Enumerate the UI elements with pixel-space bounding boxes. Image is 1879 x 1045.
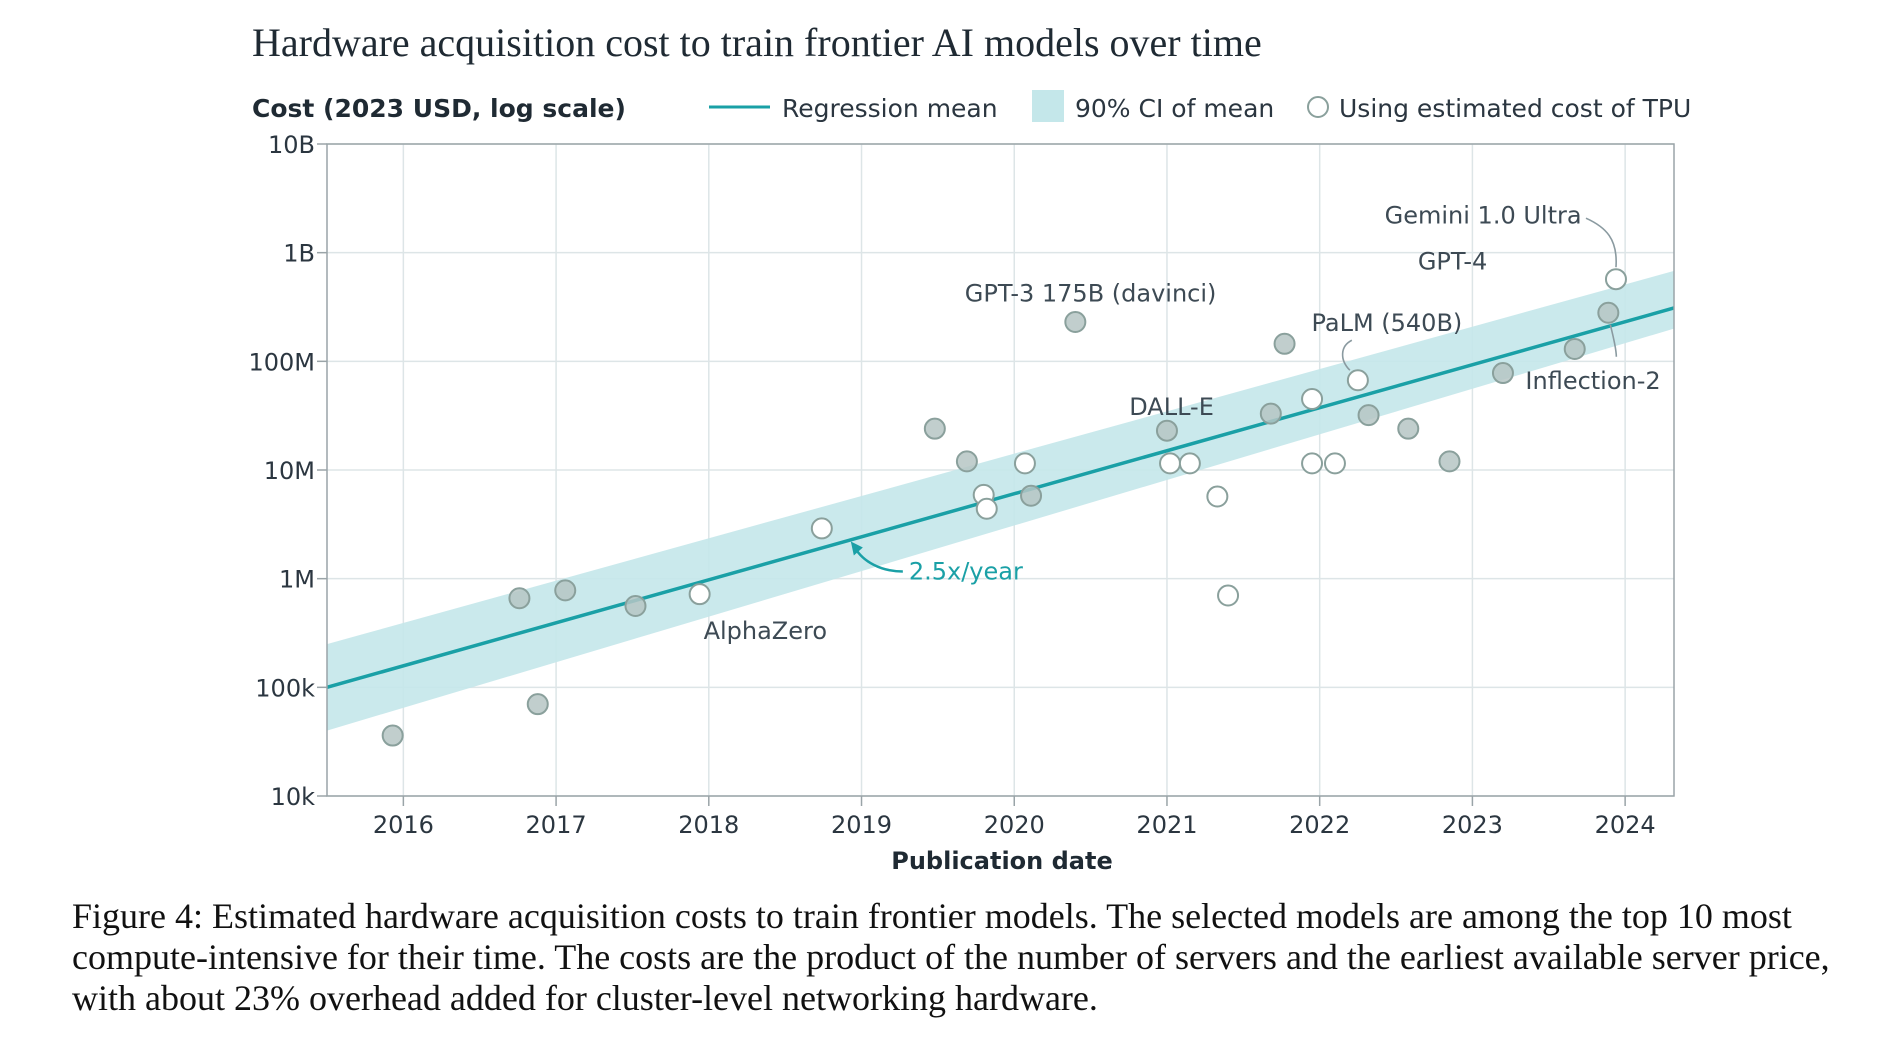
legend-tpu-swatch [1307, 96, 1329, 118]
tpu-estimate-point [1323, 452, 1346, 475]
model-cost-point [955, 450, 978, 473]
tpu-estimate-point [810, 517, 833, 540]
model-cost-point [526, 693, 549, 716]
x-tick-label: 2023 [1442, 811, 1503, 839]
model-annotation: DALL-E [1129, 393, 1214, 421]
model-cost-point [1020, 484, 1043, 507]
model-cost-point [1491, 362, 1514, 385]
y-tick-label: 100k [255, 674, 315, 702]
gemini-leader [1585, 217, 1617, 268]
x-tick-label: 2017 [526, 811, 587, 839]
x-tick-label: 2019 [831, 811, 892, 839]
model-cost-point [1259, 402, 1282, 425]
regression-line [326, 306, 1675, 690]
tpu-estimate-point [1013, 452, 1036, 475]
tpu-estimate-point [975, 497, 998, 520]
legend-tpu-label: Using estimated cost of TPU [1339, 94, 1691, 123]
y-tick-labels: 10k 100k 1M 10M 100M 1B 10B [248, 131, 327, 811]
model-cost-point [1155, 419, 1178, 442]
annotations: AlphaZero GPT-3 175B (davinci) DALL-E PaLM … [704, 201, 1661, 645]
growth-rate-annotation: 2.5x/year [850, 541, 1023, 585]
model-annotation: Gemini 1.0 Ultra [1385, 201, 1582, 229]
tpu-estimate-point [1206, 485, 1229, 508]
x-axis-label: Publication date [891, 847, 1112, 875]
model-cost-point [1357, 404, 1380, 427]
model-cost-point [1438, 450, 1461, 473]
tpu-estimate-point [1346, 369, 1369, 392]
tpu-estimate-point [1301, 388, 1324, 411]
figure-caption: Figure 4: Estimated hardware acquisition… [72, 896, 1830, 1018]
y-axis-label: Cost (2023 USD, log scale) [252, 94, 626, 123]
model-annotation: Inflection-2 [1525, 367, 1660, 395]
chart: Hardware acquisition cost to train front… [248, 20, 1691, 875]
regression-mean-line [326, 306, 1675, 690]
model-cost-point [1273, 332, 1296, 355]
x-tick-label: 2016 [373, 811, 434, 839]
model-cost-point [923, 417, 946, 440]
model-cost-point [508, 587, 531, 610]
tpu-estimate-point [688, 583, 711, 606]
palm-leader [1341, 339, 1353, 371]
y-tick-label: 100M [248, 348, 315, 376]
legend: Regression mean 90% CI of mean Using est… [709, 90, 1691, 123]
model-cost-point [1563, 337, 1586, 360]
tpu-estimate-point [1604, 268, 1627, 291]
model-cost-point [624, 595, 647, 618]
y-tick-label: 10B [268, 131, 315, 159]
x-tick-labels: 2016 2017 2018 2019 2020 2021 2022 2023 2024 [373, 796, 1656, 839]
model-cost-point [381, 724, 404, 747]
ci-band [327, 270, 1674, 731]
legend-ci-swatch [1032, 90, 1064, 122]
model-annotation: PaLM (540B) [1311, 309, 1462, 337]
x-tick-label: 2022 [1289, 811, 1350, 839]
x-tick-label: 2020 [984, 811, 1045, 839]
x-tick-label: 2024 [1595, 811, 1656, 839]
model-annotation: AlphaZero [704, 617, 827, 645]
model-cost-point [1064, 311, 1087, 334]
growth-arrow-head [850, 541, 863, 556]
data-points [381, 268, 1627, 747]
y-tick-label: 1M [279, 566, 315, 594]
y-tick-label: 1B [283, 240, 315, 268]
model-cost-point [554, 579, 577, 602]
tpu-estimate-point [1217, 584, 1240, 607]
x-tick-label: 2021 [1136, 811, 1197, 839]
growth-rate-label: 2.5x/year [909, 557, 1023, 585]
tpu-estimate-point [1301, 452, 1324, 475]
x-tick-label: 2018 [678, 811, 739, 839]
model-annotation: GPT-4 [1418, 247, 1487, 275]
model-cost-point [1597, 301, 1620, 324]
legend-regression-label: Regression mean [782, 94, 998, 123]
model-annotation: GPT-3 175B (davinci) [965, 280, 1217, 308]
inflection-leader [1609, 324, 1618, 357]
y-tick-label: 10k [271, 783, 316, 811]
tpu-estimate-point [1159, 452, 1182, 475]
chart-title: Hardware acquisition cost to train front… [252, 20, 1262, 65]
annotation-leaders [1341, 217, 1618, 371]
y-tick-label: 10M [264, 457, 315, 485]
tpu-estimate-point [1178, 452, 1201, 475]
legend-ci-label: 90% CI of mean [1075, 94, 1274, 123]
model-cost-point [1397, 417, 1420, 440]
ci-band-area [327, 270, 1674, 731]
